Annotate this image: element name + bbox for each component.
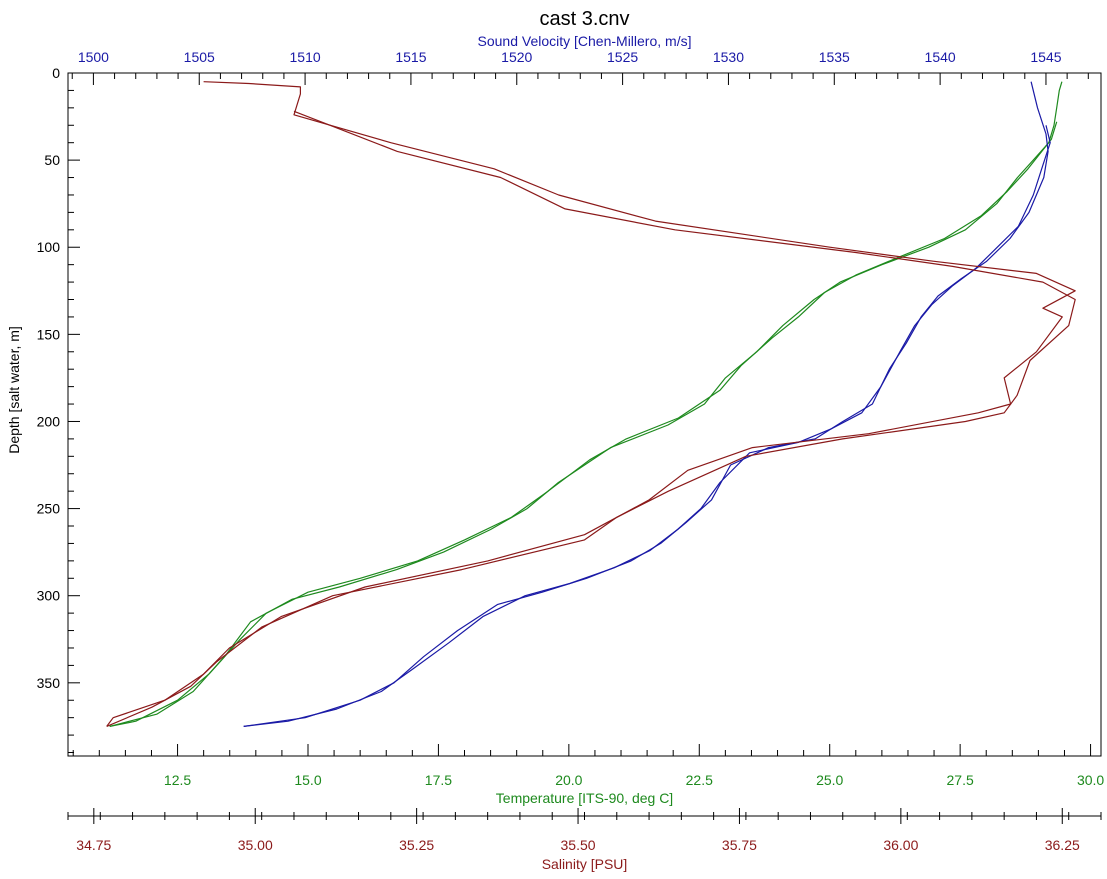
depth-tick-label: 0 — [52, 65, 60, 81]
salinity-tick-label: 35.75 — [722, 837, 757, 853]
temperature-axis: 12.5 15.0 17.5 20.0 22.5 25.0 27.5 30.0 — [72, 744, 1104, 788]
salinity-axis: 34.75 35.00 35.25 35.50 35.75 36.00 36.25 — [67, 808, 1102, 853]
sound-velocity-tick-label: 1505 — [184, 49, 215, 65]
depth-axis-label: Depth [salt water, m] — [6, 326, 22, 454]
sound-velocity-axis: 1500 1505 1510 1515 1520 1525 1530 1535 1540 1545 — [71, 49, 1089, 85]
salinity-tick-label: 35.50 — [561, 837, 596, 853]
temperature-axis-label: Temperature [ITS-90, deg C] — [496, 790, 673, 806]
sound-velocity-tick-label: 1515 — [395, 49, 426, 65]
sound-velocity-tick-label: 1510 — [290, 49, 321, 65]
temperature-tick-label: 12.5 — [164, 772, 191, 788]
depth-tick-label: 300 — [37, 588, 61, 604]
sound-velocity-tick-label: 1540 — [925, 49, 956, 65]
temperature-profile-line — [109, 81, 1063, 727]
salinity-tick-label: 34.75 — [76, 837, 111, 853]
salinity-tick-label: 36.25 — [1045, 837, 1080, 853]
depth-tick-label: 250 — [37, 501, 61, 517]
series-layer — [106, 81, 1076, 727]
depth-axis: 0 50 100 150 200 250 300 350 — [37, 65, 80, 754]
depth-tick-label: 200 — [37, 413, 61, 429]
depth-tick-label: 350 — [37, 675, 61, 691]
sound-velocity-profile-line — [243, 81, 1049, 727]
salinity-tick-label: 35.25 — [399, 837, 434, 853]
sound-velocity-tick-label: 1500 — [78, 49, 109, 65]
salinity-axis-label: Salinity [PSU] — [542, 856, 628, 872]
temperature-tick-label: 27.5 — [947, 772, 974, 788]
salinity-profile-line — [106, 81, 1076, 727]
depth-tick-label: 150 — [37, 326, 61, 342]
salinity-profile-line — [106, 110, 1076, 727]
sound-velocity-axis-label: Sound Velocity [Chen-Millero, m/s] — [478, 33, 692, 49]
temperature-tick-label: 15.0 — [294, 772, 321, 788]
temperature-tick-label: 17.5 — [425, 772, 452, 788]
temperature-tick-label: 30.0 — [1077, 772, 1104, 788]
temperature-tick-label: 25.0 — [816, 772, 843, 788]
plot-area-frame — [67, 72, 1102, 757]
temperature-profile-line — [109, 121, 1058, 727]
sound-velocity-profile-line — [243, 125, 1051, 727]
depth-tick-label: 50 — [44, 152, 60, 168]
depth-tick-label: 100 — [37, 239, 61, 255]
sound-velocity-tick-label: 1530 — [713, 49, 744, 65]
temperature-tick-label: 22.5 — [686, 772, 713, 788]
sound-velocity-tick-label: 1525 — [607, 49, 638, 65]
sound-velocity-tick-label: 1535 — [819, 49, 850, 65]
salinity-tick-label: 35.00 — [238, 837, 273, 853]
chart-title: cast 3.cnv — [539, 8, 629, 30]
salinity-tick-label: 36.00 — [883, 837, 918, 853]
sound-velocity-tick-label: 1520 — [501, 49, 532, 65]
temperature-tick-label: 20.0 — [555, 772, 582, 788]
sound-velocity-tick-label: 1545 — [1030, 49, 1061, 65]
